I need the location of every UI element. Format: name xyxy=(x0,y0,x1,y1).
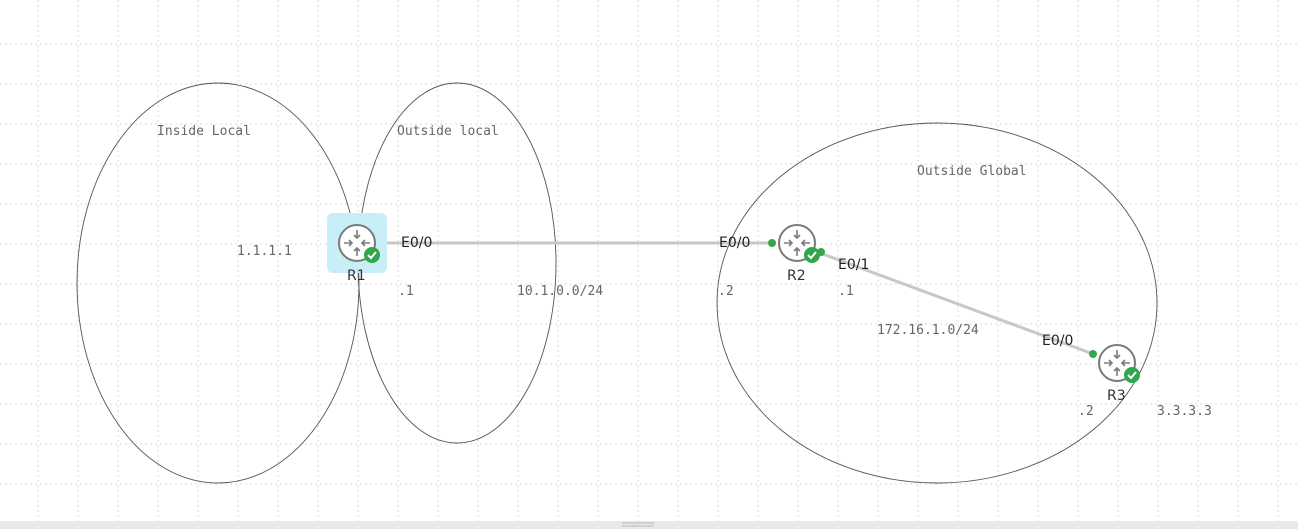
network-label-r1-r2: 10.1.0.0/24 xyxy=(517,284,603,299)
iface-label-r2-e0-1: E0/1 xyxy=(838,257,869,273)
address-r1-loopback: 1.1.1.1 xyxy=(237,244,292,259)
router-label-r2: R2 xyxy=(787,268,806,284)
router-r1[interactable]: R1 xyxy=(327,213,387,284)
router-r3[interactable]: R3 xyxy=(1099,345,1140,404)
status-ok-icon xyxy=(364,247,380,263)
zone-inside-local xyxy=(77,83,359,483)
iface-label-r2-e0-0: E0/0 xyxy=(719,235,750,251)
status-ok-icon xyxy=(804,247,820,263)
router-r2[interactable]: R2 xyxy=(779,225,820,284)
host-label-r2-b: .1 xyxy=(838,284,854,299)
status-ok-icon xyxy=(1124,367,1140,383)
zone-label-outside-global: Outside Global xyxy=(917,164,1027,179)
router-label-r1: R1 xyxy=(347,268,366,284)
host-label-r3: .2 xyxy=(1078,404,1094,419)
horizontal-scrollbar[interactable] xyxy=(0,521,1298,529)
router-label-r3: R3 xyxy=(1107,388,1126,404)
zone-label-outside-local: Outside local xyxy=(397,124,499,139)
host-label-r1: .1 xyxy=(398,284,414,299)
port-r3-e0-0[interactable] xyxy=(1089,350,1097,358)
zone-label-inside-local: Inside Local xyxy=(157,124,251,139)
port-r2-e0-0[interactable] xyxy=(768,239,776,247)
network-label-r2-r3: 172.16.1.0/24 xyxy=(877,323,979,338)
iface-label-r1-e0-0: E0/0 xyxy=(401,235,432,251)
host-label-r2-a: .2 xyxy=(718,284,734,299)
iface-label-r3-e0-0: E0/0 xyxy=(1042,333,1073,349)
address-r3-loopback: 3.3.3.3 xyxy=(1157,404,1212,419)
